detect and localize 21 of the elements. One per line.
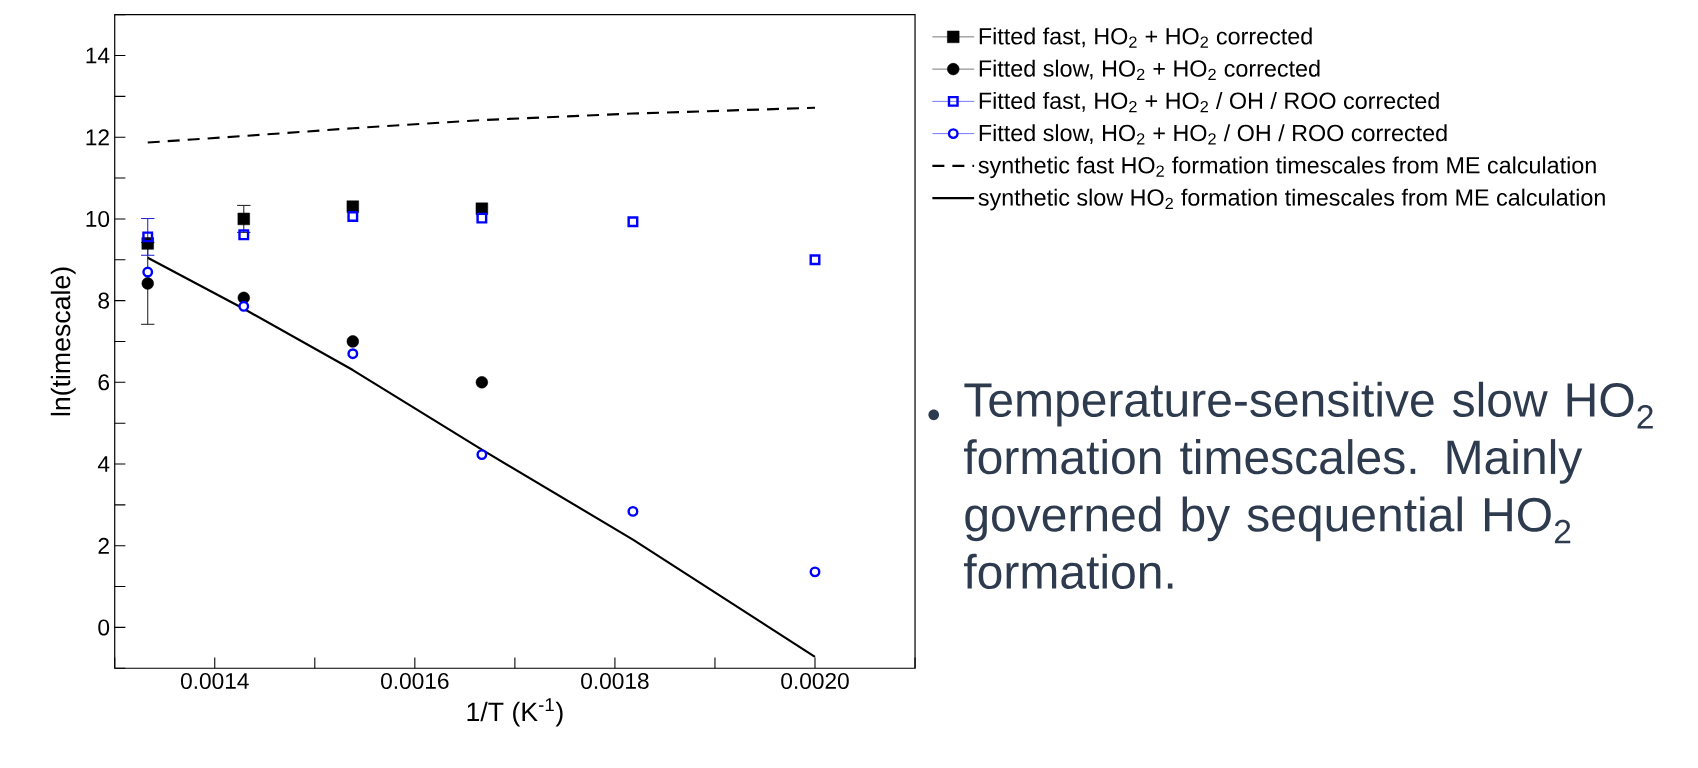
y-tick-label: 0 (98, 619, 110, 636)
y-tick-label: 4 (97, 456, 110, 472)
y-tick-label: 8 (98, 292, 110, 309)
y-tick-label: 6 (98, 374, 110, 391)
legend-label: synthetic fast HO$_{2}$ formation timescales from ME calculation (978, 156, 1596, 179)
legend-label: synthetic slow HO$_{2}$ formation timescales from ME calculation (978, 188, 1605, 211)
x-tick-label: 0.0020 (781, 672, 849, 689)
legend-label: Fitted fast, HO$_{2}$ + HO$_{2}$ / OH / ROO corrected (979, 91, 1439, 113)
text: Temperature-sensitive slow HO$_{2}$ formation timescales. Mainly governed by sequential HO$_{2}$ formation. (963, 381, 1653, 589)
y-axis-title: ln(timescale) (50, 267, 76, 416)
x-tick-label: 0.0014 (180, 672, 249, 689)
x-tick-label: 0.0016 (381, 672, 449, 689)
y-tick-label: 12 (86, 129, 109, 145)
y-tick-label: 2 (98, 537, 109, 554)
legend-label: Fitted slow, HO$_{2}$ + HO$_{2}$ / OH / ROO corrected (979, 124, 1447, 145)
x-tick-label: 0.0018 (581, 672, 649, 689)
y-tick-label: 14 (86, 47, 110, 64)
legend-label: Fitted slow, HO$_{2}$ + HO$_{2}$ corrected (979, 59, 1320, 80)
legend-label: Fitted fast, HO$_{2}$ + HO$_{2}$ corrected (979, 27, 1312, 48)
y-tick-label: 10 (86, 210, 110, 227)
x-axis-title: 1/T (K$^{-1}$) (467, 698, 563, 727)
